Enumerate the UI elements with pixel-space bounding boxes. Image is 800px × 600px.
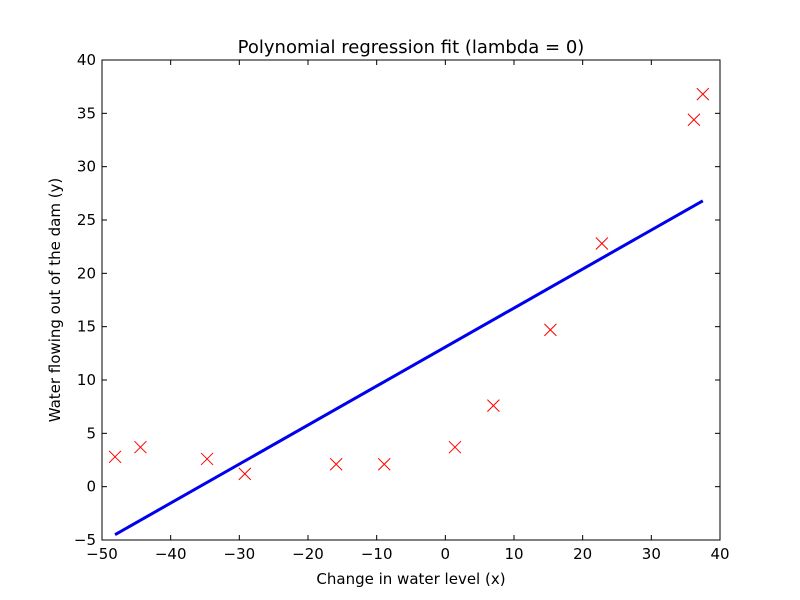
fit-line bbox=[114, 199, 704, 536]
plot-frame bbox=[101, 59, 721, 541]
y-tick-label: 30 bbox=[77, 158, 96, 176]
data-point bbox=[544, 323, 557, 337]
x-tick-label: 0 bbox=[441, 545, 451, 563]
data-point bbox=[448, 440, 462, 454]
data-point bbox=[200, 452, 214, 466]
x-tick-label: −30 bbox=[224, 545, 256, 563]
y-tick-label: 5 bbox=[86, 424, 96, 442]
data-point bbox=[108, 450, 122, 464]
plot-layer bbox=[108, 87, 710, 536]
y-tick-label: 20 bbox=[77, 264, 96, 282]
x-tick-label: 10 bbox=[504, 545, 523, 563]
data-point bbox=[238, 467, 252, 481]
x-tick-label: −50 bbox=[86, 545, 118, 563]
y-tick-label: 40 bbox=[77, 51, 96, 69]
y-tick-label: 0 bbox=[86, 478, 96, 496]
y-tick-label: 15 bbox=[77, 318, 96, 336]
x-tick-label: −40 bbox=[155, 545, 187, 563]
data-point bbox=[329, 457, 343, 471]
chart-title: Polynomial regression fit (lambda = 0) bbox=[238, 37, 585, 58]
data-point bbox=[487, 399, 500, 412]
y-tick-label: 35 bbox=[77, 104, 96, 122]
x-tick-label: −20 bbox=[292, 545, 324, 563]
y-axis-label: Water flowing out of the dam (y) bbox=[46, 178, 64, 423]
y-tick-label: 10 bbox=[77, 371, 96, 389]
y-tick-label: 25 bbox=[77, 211, 96, 229]
y-tick-label: −5 bbox=[74, 531, 96, 549]
data-point bbox=[377, 457, 391, 471]
x-axis-label: Change in water level (x) bbox=[316, 570, 505, 588]
x-tick-label: 40 bbox=[710, 545, 729, 563]
data-point bbox=[687, 113, 701, 127]
data-point bbox=[696, 87, 710, 101]
x-tick-label: −10 bbox=[361, 545, 393, 563]
ticks-layer: −50 −40 −30 −20 −10 0 10 20 30 40−505101520253035… bbox=[74, 51, 730, 563]
x-tick-label: 20 bbox=[573, 545, 592, 563]
data-point bbox=[595, 237, 609, 250]
data-point bbox=[134, 440, 147, 454]
x-tick-label: 30 bbox=[642, 545, 661, 563]
